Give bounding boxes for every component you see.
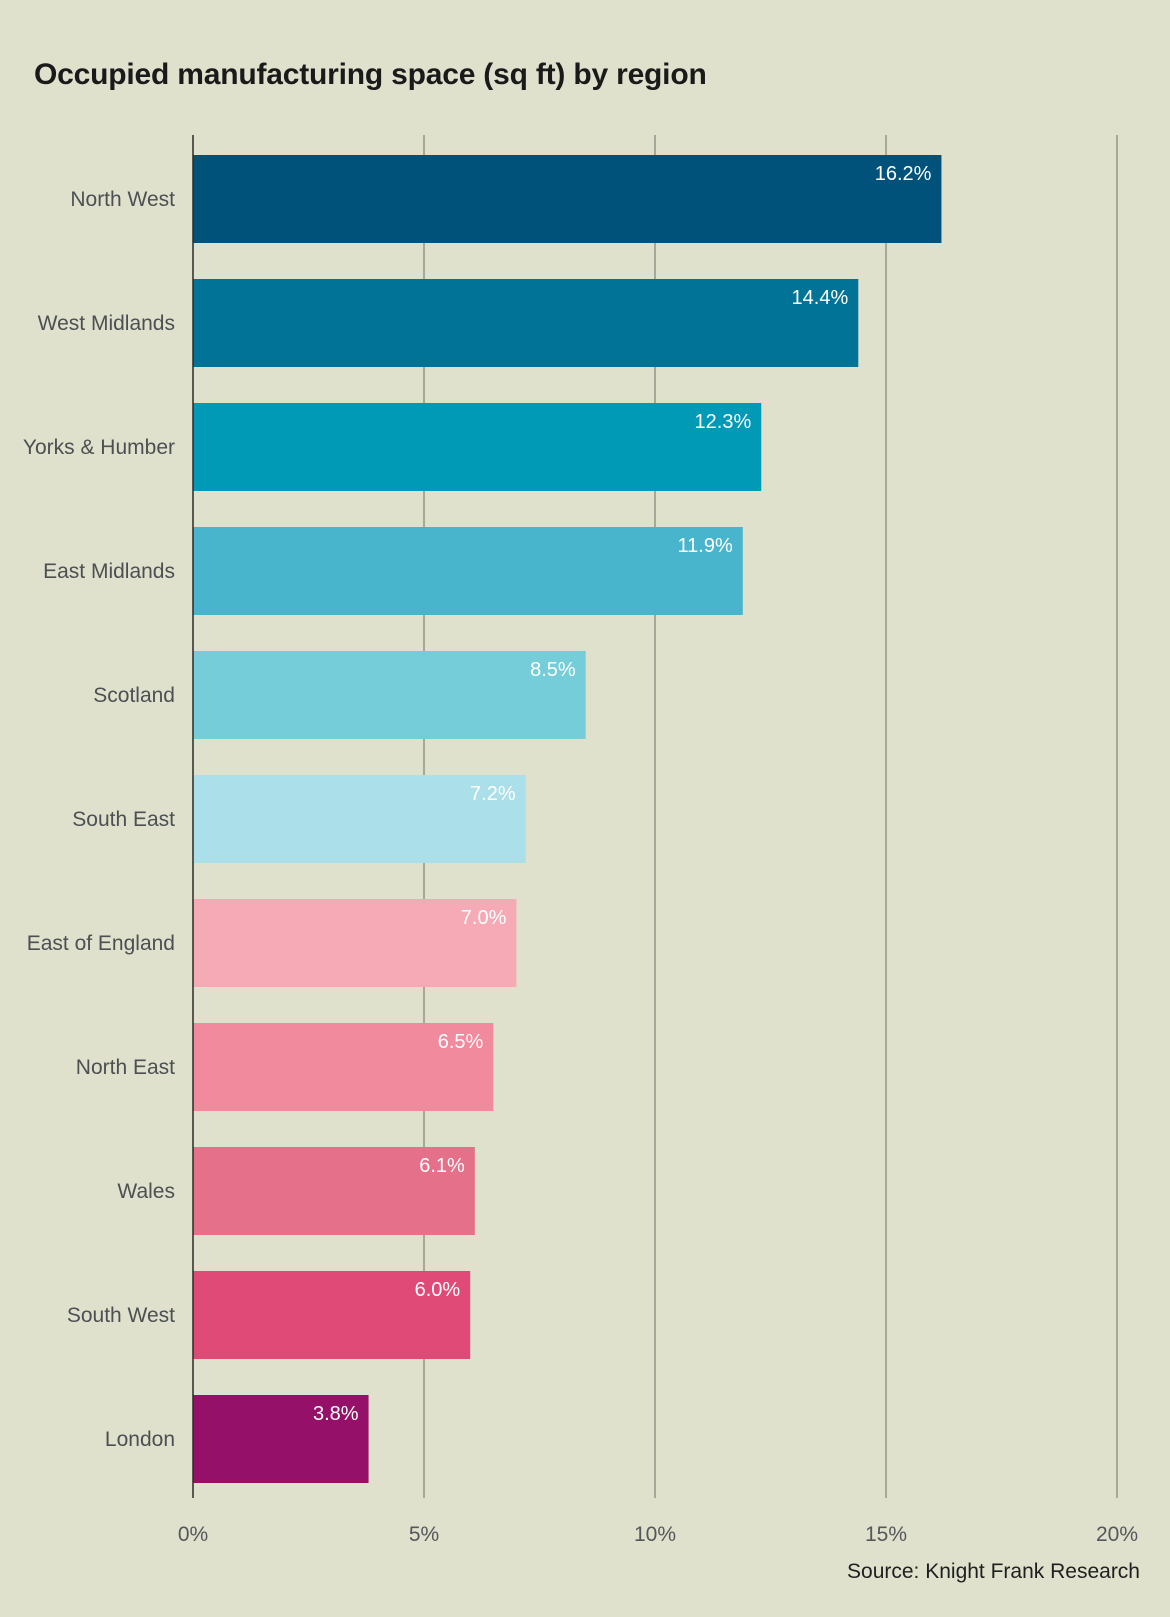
category-label: Yorks & Humber xyxy=(23,436,175,459)
category-label: London xyxy=(105,1428,175,1451)
category-label: North West xyxy=(70,188,175,211)
bar xyxy=(193,155,942,243)
bar xyxy=(193,1023,494,1111)
x-tick-label: 5% xyxy=(409,1523,439,1546)
category-label: South West xyxy=(67,1304,175,1327)
data-label: 14.4% xyxy=(792,287,849,309)
x-tick-label: 0% xyxy=(178,1523,208,1546)
data-label: 6.0% xyxy=(415,1279,461,1301)
bar xyxy=(193,1147,475,1235)
bar xyxy=(193,527,743,615)
chart-title: Occupied manufacturing space (sq ft) by … xyxy=(34,58,707,91)
x-tick-labels: 0% 5% 10% 15% 20% xyxy=(178,1523,1138,1546)
data-label: 3.8% xyxy=(313,1403,359,1425)
bar xyxy=(193,899,517,987)
value-labels: 16.2% 14.4% 12.3% 11.9% 8.5% 7.2% 7.0% 6.5% 6.1%… xyxy=(313,163,932,1425)
x-tick-label: 20% xyxy=(1096,1523,1138,1546)
category-label: East of England xyxy=(27,932,175,955)
bar xyxy=(193,651,586,739)
data-label: 16.2% xyxy=(875,163,932,185)
x-tick-label: 10% xyxy=(634,1523,676,1546)
data-label: 8.5% xyxy=(530,659,576,681)
bar xyxy=(193,279,859,367)
category-label: North East xyxy=(76,1056,175,1079)
category-label: Wales xyxy=(117,1180,175,1203)
x-tick-label: 15% xyxy=(865,1523,907,1546)
category-label: Scotland xyxy=(93,684,175,707)
data-label: 7.0% xyxy=(461,907,507,929)
data-label: 6.1% xyxy=(419,1155,465,1177)
category-labels: North West West Midlands Yorks & Humber Eas… xyxy=(23,188,175,1451)
category-label: South East xyxy=(72,808,175,831)
source-note: Source: Knight Frank Research xyxy=(847,1560,1140,1583)
category-label: West Midlands xyxy=(38,312,175,335)
bar xyxy=(193,775,526,863)
bar xyxy=(193,403,762,491)
data-label: 12.3% xyxy=(695,411,752,433)
bar xyxy=(193,1395,369,1483)
bars xyxy=(193,155,942,1483)
data-label: 11.9% xyxy=(678,535,733,557)
bar xyxy=(193,1271,471,1359)
category-label: East Midlands xyxy=(43,560,175,583)
data-label: 7.2% xyxy=(470,783,516,805)
data-label: 6.5% xyxy=(438,1031,484,1053)
